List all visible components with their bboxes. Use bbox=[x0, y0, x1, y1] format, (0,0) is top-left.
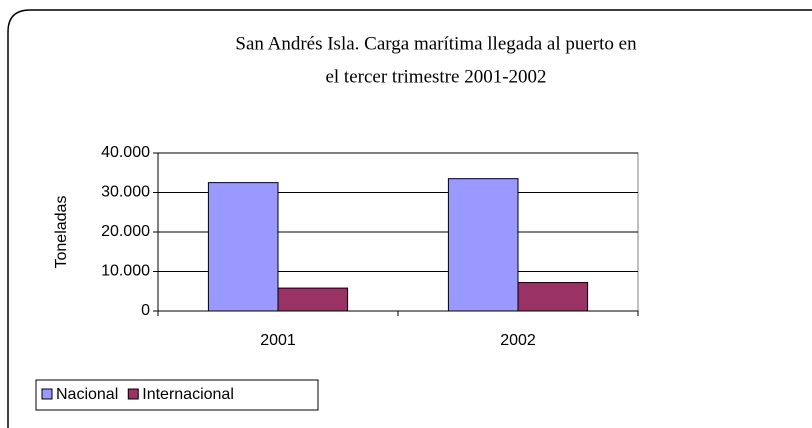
legend-swatch bbox=[127, 388, 139, 400]
y-tick-label: 30.000 bbox=[101, 184, 150, 201]
bar bbox=[447, 178, 519, 312]
bar bbox=[517, 282, 589, 312]
x-tick-label: 2002 bbox=[500, 332, 536, 349]
y-tick-label: 0 bbox=[141, 302, 150, 319]
chart-subtitle: el tercer trimestre 2001-2002 bbox=[325, 66, 546, 87]
bar bbox=[207, 182, 279, 312]
y-tick-label: 40.000 bbox=[101, 144, 150, 161]
chart-title: San Andrés Isla. Carga marítima llegada … bbox=[235, 33, 637, 54]
y-tick-label: 10.000 bbox=[101, 263, 150, 280]
frame bbox=[7, 9, 812, 428]
legend bbox=[35, 379, 319, 411]
legend-swatch bbox=[41, 388, 53, 400]
y-axis-label: Toneladas bbox=[53, 196, 70, 269]
legend-label: Nacional bbox=[56, 386, 118, 403]
y-tick-label: 20.000 bbox=[101, 223, 150, 240]
bar bbox=[277, 287, 349, 312]
legend-label: Internacional bbox=[142, 386, 234, 403]
x-tick-label: 2001 bbox=[260, 332, 296, 349]
